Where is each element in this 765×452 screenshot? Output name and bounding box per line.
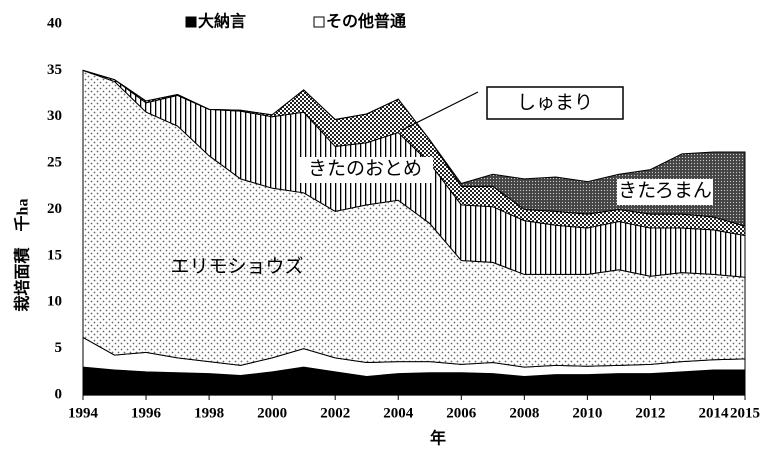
x-tick-label: 2002 bbox=[320, 405, 350, 421]
x-tick-label: 2000 bbox=[257, 405, 287, 421]
x-tick-label: 2015 bbox=[730, 405, 760, 421]
legend-label: その他普通 bbox=[326, 12, 406, 31]
y-tick-label: 25 bbox=[47, 155, 62, 171]
x-tick-label: 1998 bbox=[194, 405, 224, 421]
y-tick-label: 40 bbox=[47, 15, 62, 31]
series-label: きたろまん bbox=[618, 180, 712, 201]
x-tick-label: 2008 bbox=[509, 405, 539, 421]
legend-swatch bbox=[185, 16, 197, 28]
y-tick-label: 15 bbox=[47, 247, 62, 263]
x-tick-label: 2014 bbox=[698, 405, 729, 421]
x-axis-label: 年 bbox=[430, 429, 446, 448]
y-tick-label: 35 bbox=[47, 62, 62, 78]
y-tick-label: 30 bbox=[47, 108, 62, 124]
legend-label: 大納言 bbox=[198, 12, 246, 31]
label-bg bbox=[297, 157, 433, 183]
x-tick-label: 2006 bbox=[446, 405, 477, 421]
series-label: きたのおとめ bbox=[308, 158, 422, 179]
area bbox=[82, 69, 746, 227]
x-tick-label: 1996 bbox=[131, 405, 162, 421]
y-tick-label: 5 bbox=[55, 340, 63, 356]
legend-swatch bbox=[313, 16, 325, 28]
y-tick-label: 0 bbox=[55, 386, 63, 402]
x-tick-label: 2010 bbox=[572, 405, 602, 421]
x-tick-label: 2004 bbox=[383, 405, 414, 421]
y-tick-label: 20 bbox=[47, 201, 62, 217]
label-box bbox=[486, 86, 624, 120]
x-tick-label: 1994 bbox=[68, 405, 99, 421]
x-tick-label: 2012 bbox=[635, 405, 665, 421]
y-axis-label: 栽培面積 千ha bbox=[13, 199, 32, 312]
label-bg bbox=[617, 179, 713, 205]
y-tick-label: 10 bbox=[47, 294, 62, 310]
leader-line bbox=[401, 91, 479, 131]
series-label: エリモショウズ bbox=[170, 255, 303, 277]
series-label: しゅまり bbox=[517, 92, 593, 113]
